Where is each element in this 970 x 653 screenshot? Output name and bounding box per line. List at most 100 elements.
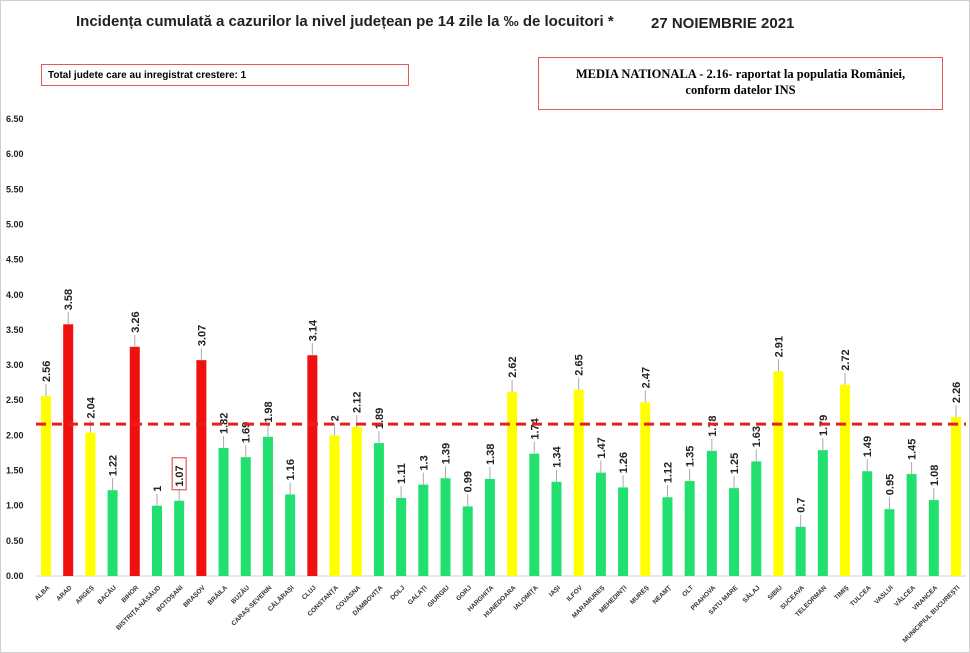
bar	[507, 391, 518, 576]
category-label: GIURGIU	[426, 584, 451, 609]
data-label: 1.38	[485, 444, 497, 465]
data-label: 0.99	[463, 471, 475, 492]
data-label: 1.45	[907, 439, 919, 460]
y-tick-label: 6.50	[6, 114, 24, 124]
category-label: TIMIȘ	[833, 584, 851, 602]
bar	[906, 474, 917, 576]
category-label: SĂLAJ	[740, 583, 762, 605]
data-label: 1.35	[685, 446, 697, 467]
data-label: 1.74	[529, 417, 541, 439]
bar	[107, 490, 118, 576]
bar	[418, 484, 429, 576]
category-label: ARAD	[55, 584, 73, 602]
y-tick-label: 6.00	[6, 149, 24, 159]
y-tick-label: 0.50	[6, 536, 24, 546]
data-label: 1.25	[729, 453, 741, 474]
category-label: ILFOV	[566, 584, 585, 603]
data-label: 2.91	[773, 336, 785, 357]
highlight-box	[171, 457, 187, 491]
y-tick-label: 2.50	[6, 395, 24, 405]
y-tick-label: 3.50	[6, 325, 24, 335]
bar	[795, 526, 806, 576]
bar	[662, 497, 673, 576]
data-label: 3.26	[130, 311, 142, 332]
bar	[884, 509, 895, 576]
y-tick-label: 1.50	[6, 466, 24, 476]
data-label: 1.34	[551, 445, 563, 467]
category-label: BRAȘOV	[182, 584, 207, 609]
y-tick-label: 4.00	[6, 290, 24, 300]
national-average-line2: conform datelor INS	[685, 83, 796, 97]
y-tick-label: 2.00	[6, 430, 24, 440]
bar	[706, 450, 717, 576]
data-label: 2.47	[640, 367, 652, 388]
y-tick-label: 5.50	[6, 184, 24, 194]
data-label: 1.63	[751, 426, 763, 447]
category-label: CLUJ	[301, 584, 318, 601]
data-label: 1.89	[374, 408, 386, 429]
bar	[640, 402, 651, 576]
data-label: 1.47	[596, 437, 608, 458]
category-label: GORJ	[455, 584, 473, 602]
bar	[240, 457, 251, 576]
bar	[41, 396, 51, 576]
bar	[551, 481, 562, 576]
bar	[618, 487, 629, 576]
data-label: 2.62	[507, 356, 519, 377]
category-label: BACĂU	[95, 583, 118, 606]
data-label: 1.82	[219, 413, 231, 434]
bar	[484, 478, 495, 576]
bar	[63, 324, 74, 576]
category-label: GALAȚI	[407, 584, 429, 606]
y-tick-label: 5.00	[6, 219, 24, 229]
data-label: 1.16	[285, 459, 297, 480]
y-tick-label: 1.00	[6, 501, 24, 511]
bar	[573, 389, 584, 576]
data-label: 1.22	[108, 455, 120, 476]
category-label: BUZĂU	[229, 583, 252, 606]
category-label: MUREȘ	[629, 584, 651, 606]
data-label: 1.98	[263, 401, 275, 422]
data-label: 1.07	[174, 465, 186, 486]
bar	[396, 497, 407, 576]
data-label: 1.69	[241, 422, 253, 443]
bar	[85, 432, 96, 576]
bar	[817, 450, 828, 576]
data-label: 2	[330, 415, 342, 421]
bar	[462, 506, 473, 576]
bar	[729, 488, 740, 576]
bar	[151, 505, 162, 576]
y-tick-label: 0.00	[6, 571, 24, 581]
data-label: 1.3	[418, 455, 430, 470]
data-label: 3.58	[63, 289, 75, 310]
data-label: 2.56	[41, 361, 53, 382]
national-average-line1: MEDIA NATIONALA - 2.16- raportat la popu…	[575, 67, 906, 81]
category-label: ARGEȘ	[75, 584, 97, 606]
bar	[773, 371, 784, 576]
bar	[529, 453, 540, 576]
category-label: IAȘI	[548, 584, 562, 598]
y-tick-label: 4.50	[6, 255, 24, 265]
data-label: 1.78	[707, 415, 719, 436]
bar	[684, 481, 695, 576]
data-label: 2.26	[951, 382, 963, 403]
data-label: 0.7	[796, 497, 808, 512]
category-label: DOLJ	[389, 584, 406, 601]
data-label: 3.07	[196, 325, 208, 346]
bar	[751, 461, 762, 576]
bar	[285, 494, 296, 576]
category-label: NEAMȚ	[652, 584, 673, 605]
category-label: ALBA	[34, 584, 52, 602]
bar	[595, 472, 606, 576]
data-label: 1.26	[618, 452, 630, 473]
chart-date: 27 NOIEMBRIE 2021	[651, 15, 795, 32]
bar	[951, 417, 961, 576]
category-label: BIHOR	[120, 584, 140, 604]
y-tick-label: 3.00	[6, 360, 24, 370]
data-label: 0.95	[884, 474, 896, 495]
data-label: 2.12	[352, 392, 364, 413]
bar	[840, 384, 851, 576]
data-label: 3.14	[307, 319, 319, 341]
data-label: 1.12	[662, 462, 674, 483]
